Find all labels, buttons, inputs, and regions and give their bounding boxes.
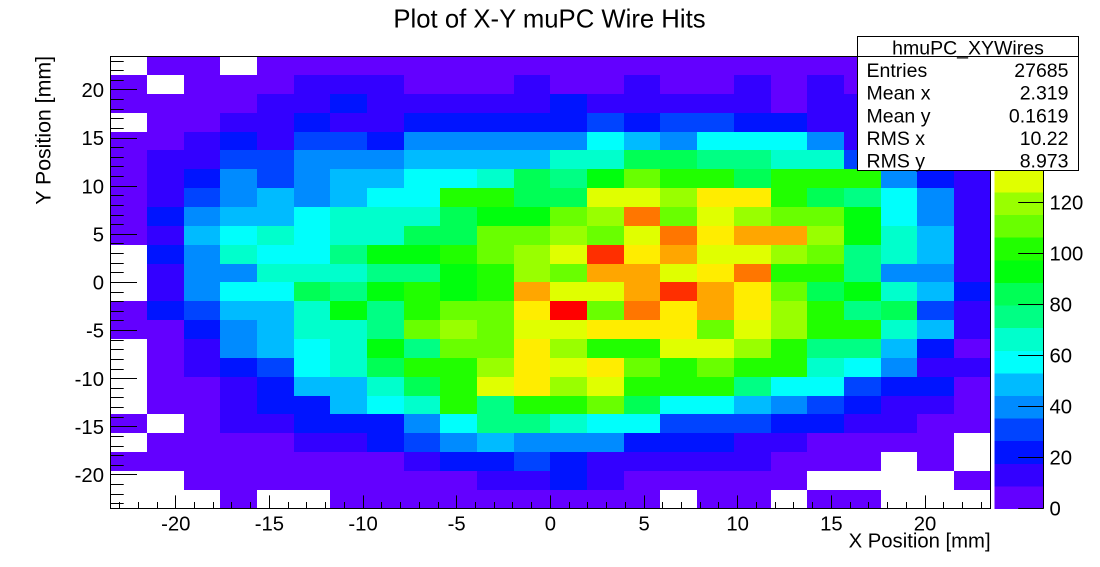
svg-text:-10: -10 [75,369,104,391]
svg-text:5: 5 [638,514,649,536]
svg-text:5: 5 [93,225,104,247]
svg-text:-15: -15 [75,417,104,439]
svg-text:0: 0 [1050,499,1061,521]
svg-text:-20: -20 [161,514,190,536]
svg-text:60: 60 [1050,346,1073,368]
svg-text:27685: 27685 [1014,60,1068,82]
svg-text:X Position [mm]: X Position [mm] [849,530,991,552]
svg-text:120: 120 [1050,193,1084,215]
svg-text:2.319: 2.319 [1020,83,1069,105]
svg-text:-15: -15 [255,514,284,536]
svg-text:-20: -20 [75,465,104,487]
svg-text:40: 40 [1050,397,1073,419]
svg-text:0.1619: 0.1619 [1009,105,1069,127]
svg-text:15: 15 [81,128,104,150]
svg-text:0: 0 [545,514,556,536]
svg-text:20: 20 [1050,448,1073,470]
svg-text:0: 0 [93,273,104,295]
svg-text:RMS y: RMS y [867,151,926,173]
svg-text:100: 100 [1050,244,1084,266]
svg-text:hmuPC_XYWires: hmuPC_XYWires [892,38,1044,60]
svg-text:Plot of X-Y muPC Wire Hits: Plot of X-Y muPC Wire Hits [393,6,705,34]
svg-text:Mean y: Mean y [867,105,931,127]
svg-text:-5: -5 [86,321,104,343]
svg-text:20: 20 [914,514,937,536]
svg-text:10: 10 [81,176,104,198]
svg-text:Y Position [mm]: Y Position [mm] [32,56,56,205]
svg-text:10.22: 10.22 [1020,128,1069,150]
svg-text:Entries: Entries [867,60,928,82]
svg-text:Mean x: Mean x [867,83,931,105]
svg-text:15: 15 [820,514,843,536]
svg-text:8.973: 8.973 [1020,151,1069,173]
svg-text:-10: -10 [348,514,377,536]
svg-text:-5: -5 [448,514,466,536]
svg-text:RMS x: RMS x [867,128,926,150]
svg-text:80: 80 [1050,295,1073,317]
svg-text:10: 10 [726,514,749,536]
svg-text:20: 20 [81,80,104,102]
